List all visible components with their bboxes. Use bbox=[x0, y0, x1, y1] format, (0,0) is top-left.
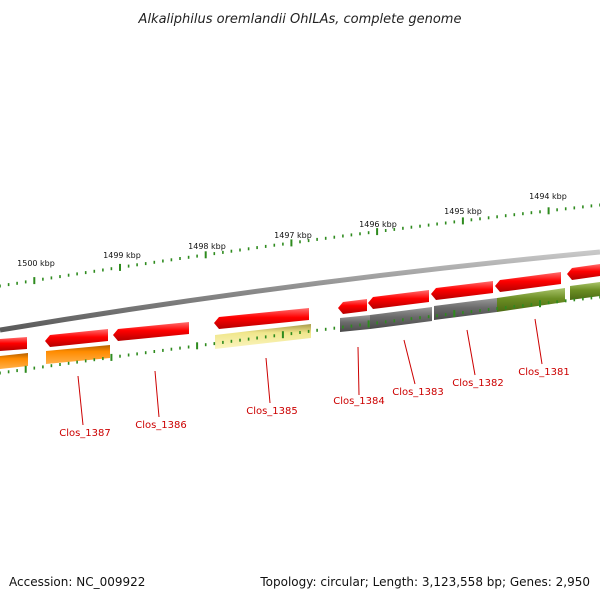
gene-block bbox=[215, 324, 311, 349]
gene-block bbox=[0, 353, 28, 369]
gene-label: Clos_1382 bbox=[452, 378, 504, 389]
gene-arrow-forward bbox=[113, 322, 189, 341]
gene-block bbox=[46, 345, 110, 364]
leader-line bbox=[357, 346, 360, 396]
gene-arrow-forward bbox=[567, 264, 600, 280]
gene-label-leaders bbox=[77, 318, 543, 426]
reverse-strand bbox=[0, 282, 600, 369]
scale-tick-label: 1500 kbp bbox=[17, 259, 55, 268]
accession-text: Accession: NC_009922 bbox=[9, 575, 146, 589]
gene-labels: Clos_1387 Clos_1386 Clos_1385 Clos_1384 … bbox=[59, 367, 570, 439]
scale-tick-label: 1497 kbp bbox=[274, 231, 312, 240]
scale-tick-label: 1494 kbp bbox=[529, 192, 567, 201]
map-title: Alkaliphilus oremlandii OhILAs, complete… bbox=[138, 12, 462, 27]
gene-block bbox=[434, 298, 497, 320]
outer-scale-ticks bbox=[0, 203, 600, 288]
gene-arrow-forward bbox=[45, 329, 108, 347]
gene-label: Clos_1386 bbox=[135, 420, 187, 431]
gene-arrow-forward bbox=[368, 290, 429, 309]
inner-scale-ticks bbox=[0, 295, 600, 375]
gene-block bbox=[497, 288, 565, 312]
scale-labels: 1500 kbp 1499 kbp 1498 kbp 1497 kbp 1496… bbox=[17, 192, 567, 268]
leader-line bbox=[77, 375, 84, 426]
scale-tick-label: 1495 kbp bbox=[444, 207, 482, 216]
gene-label: Clos_1383 bbox=[392, 387, 444, 398]
genome-summary-text: Topology: circular; Length: 3,123,558 bp… bbox=[260, 575, 590, 589]
gene-label: Clos_1387 bbox=[59, 428, 111, 439]
gene-label: Clos_1384 bbox=[333, 396, 385, 407]
gene-arrow-forward bbox=[431, 281, 493, 300]
gene-label: Clos_1381 bbox=[518, 367, 570, 378]
leader-line bbox=[466, 329, 476, 376]
leader-line bbox=[403, 339, 416, 385]
gene-arrow-forward bbox=[0, 337, 27, 351]
scale-tick-label: 1498 kbp bbox=[188, 242, 226, 251]
genome-backbone bbox=[0, 249, 600, 333]
gene-arrow-forward bbox=[495, 272, 561, 292]
forward-strand bbox=[0, 264, 600, 351]
scale-tick-label: 1496 kbp bbox=[359, 220, 397, 229]
gene-label: Clos_1385 bbox=[246, 406, 298, 417]
scale-tick-label: 1499 kbp bbox=[103, 251, 141, 260]
leader-line bbox=[265, 357, 271, 404]
gene-block bbox=[370, 307, 432, 329]
gene-arrow-forward bbox=[214, 308, 309, 329]
leader-line bbox=[534, 318, 543, 365]
gene-block bbox=[340, 315, 370, 332]
gene-block bbox=[570, 282, 600, 300]
leader-line bbox=[154, 370, 160, 418]
gene-arrow-forward bbox=[338, 299, 367, 314]
